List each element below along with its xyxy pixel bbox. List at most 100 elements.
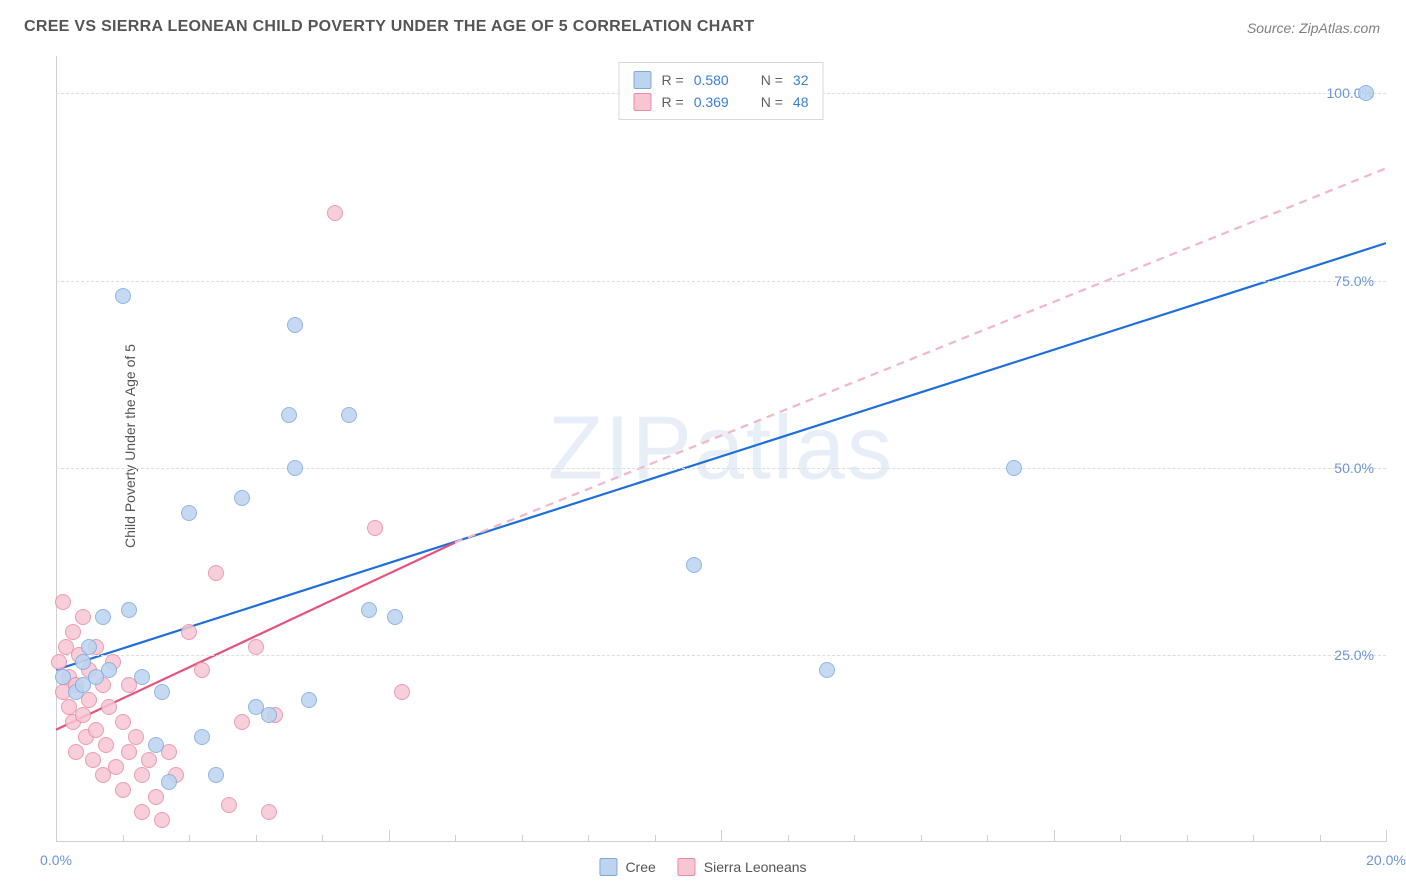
scatter-point [121, 602, 137, 618]
x-tick-label: 0.0% [40, 852, 72, 868]
n-value-sierra: 48 [793, 91, 809, 113]
scatter-point [234, 714, 250, 730]
scatter-point [208, 565, 224, 581]
x-tick [655, 835, 656, 842]
r-label: R = [662, 69, 684, 91]
legend-correlation: R = 0.580 N = 32 R = 0.369 N = 48 [619, 62, 824, 120]
scatter-point [108, 759, 124, 775]
scatter-point [141, 752, 157, 768]
trend-lines [56, 56, 1386, 842]
scatter-point [181, 624, 197, 640]
scatter-point [134, 804, 150, 820]
y-tick-label: 50.0% [1334, 460, 1374, 476]
y-axis [56, 56, 57, 842]
scatter-point [686, 557, 702, 573]
x-tick [588, 835, 589, 842]
legend-series: Cree Sierra Leoneans [599, 858, 806, 876]
swatch-sierra [678, 858, 696, 876]
x-tick [987, 835, 988, 842]
x-tick [721, 830, 722, 842]
scatter-point [101, 699, 117, 715]
scatter-point [261, 804, 277, 820]
x-tick [189, 835, 190, 842]
x-tick [322, 835, 323, 842]
legend-item-cree: Cree [599, 858, 655, 876]
source-attribution: Source: ZipAtlas.com [1247, 20, 1380, 36]
scatter-point [234, 490, 250, 506]
x-tick-label: 20.0% [1366, 852, 1406, 868]
legend-label: Sierra Leoneans [704, 859, 807, 875]
scatter-point [367, 520, 383, 536]
x-tick [522, 835, 523, 842]
scatter-point [181, 505, 197, 521]
scatter-point [194, 729, 210, 745]
gridline [56, 281, 1386, 282]
scatter-point [161, 774, 177, 790]
scatter-point [327, 205, 343, 221]
scatter-point [287, 317, 303, 333]
r-label: R = [662, 91, 684, 113]
scatter-point [101, 662, 117, 678]
scatter-point [55, 669, 71, 685]
legend-item-sierra: Sierra Leoneans [678, 858, 807, 876]
swatch-cree [634, 71, 652, 89]
r-value-cree: 0.580 [694, 69, 729, 91]
chart-title: CREE VS SIERRA LEONEAN CHILD POVERTY UND… [24, 18, 754, 36]
swatch-cree [599, 858, 617, 876]
scatter-point [75, 707, 91, 723]
scatter-point [148, 789, 164, 805]
scatter-point [148, 737, 164, 753]
scatter-point [387, 609, 403, 625]
n-label: N = [761, 69, 783, 91]
scatter-point [115, 288, 131, 304]
r-value-sierra: 0.369 [694, 91, 729, 113]
x-tick [123, 835, 124, 842]
x-tick [1054, 830, 1055, 842]
scatter-point [115, 782, 131, 798]
x-tick [1187, 835, 1188, 842]
x-tick [56, 830, 57, 842]
scatter-point [81, 639, 97, 655]
legend-row-cree: R = 0.580 N = 32 [634, 69, 809, 91]
scatter-point [55, 594, 71, 610]
n-label: N = [761, 91, 783, 113]
x-tick [788, 835, 789, 842]
scatter-point [95, 609, 111, 625]
scatter-point [51, 654, 67, 670]
scatter-point [134, 669, 150, 685]
n-value-cree: 32 [793, 69, 809, 91]
scatter-point [287, 460, 303, 476]
scatter-point [85, 752, 101, 768]
scatter-point [1006, 460, 1022, 476]
x-tick [921, 835, 922, 842]
scatter-point [75, 654, 91, 670]
scatter-point [65, 624, 81, 640]
scatter-point [394, 684, 410, 700]
legend-label: Cree [625, 859, 655, 875]
scatter-point [115, 714, 131, 730]
scatter-point [261, 707, 277, 723]
scatter-point [154, 812, 170, 828]
scatter-point [68, 744, 84, 760]
swatch-sierra [634, 93, 652, 111]
x-tick [455, 835, 456, 842]
scatter-point [361, 602, 377, 618]
scatter-point [128, 729, 144, 745]
scatter-point [1358, 85, 1374, 101]
y-tick-label: 25.0% [1334, 647, 1374, 663]
x-tick [1320, 835, 1321, 842]
scatter-point [134, 767, 150, 783]
scatter-point [121, 744, 137, 760]
scatter-point [341, 407, 357, 423]
scatter-point [819, 662, 835, 678]
scatter-point [301, 692, 317, 708]
gridline [56, 468, 1386, 469]
scatter-point [88, 722, 104, 738]
scatter-point [194, 662, 210, 678]
y-tick-label: 75.0% [1334, 273, 1374, 289]
scatter-point [208, 767, 224, 783]
scatter-point [98, 737, 114, 753]
x-tick [854, 835, 855, 842]
x-tick [1386, 830, 1387, 842]
plot-area: ZIPatlas 25.0%50.0%75.0%100.0%0.0%20.0% … [56, 56, 1386, 842]
